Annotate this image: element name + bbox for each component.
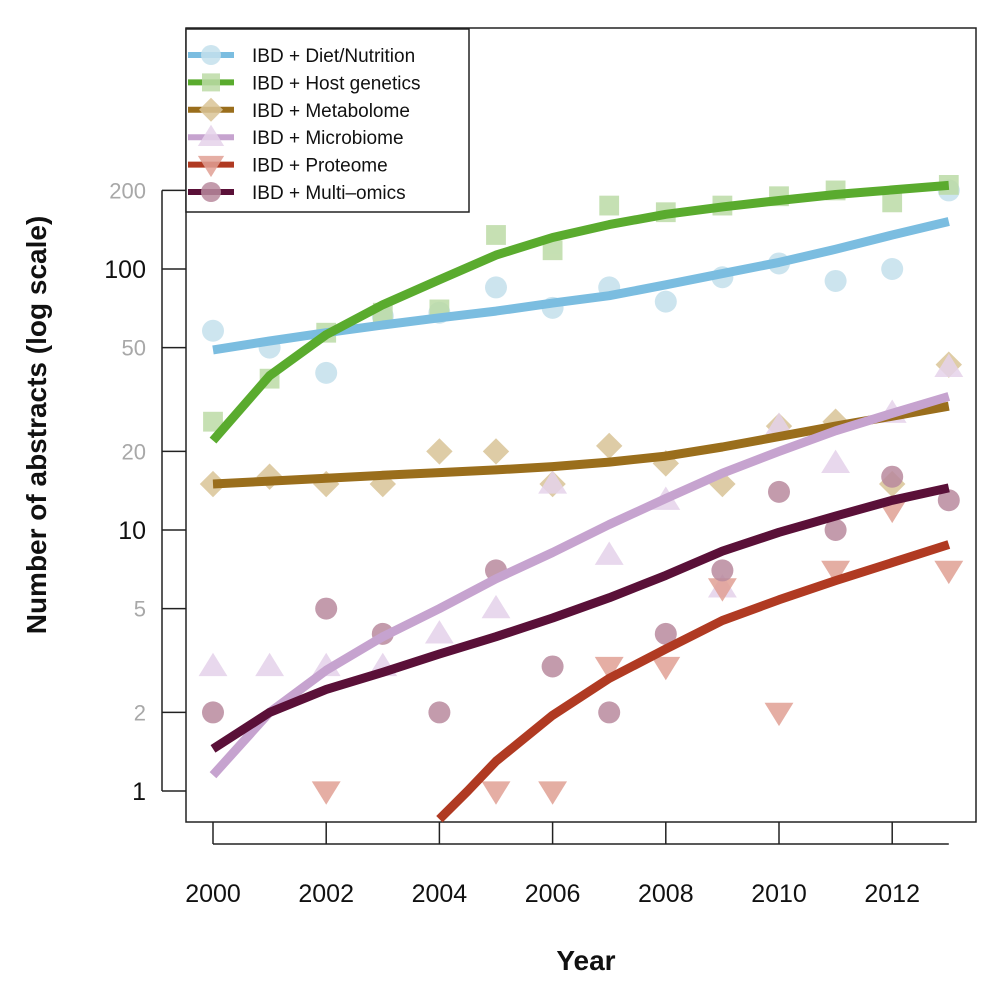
y-tick-label-2: 2 [134,700,146,725]
data-point-ibd-host-genetics-2012 [882,192,903,213]
legend-label-ibd-host-genetics: IBD + Host genetics [252,73,420,94]
data-point-ibd-multi-omics-2012 [881,465,904,488]
trend-lines [209,180,951,823]
y-tick-label-5: 5 [134,597,146,622]
data-point-ibd-multi-omics-2010 [768,480,790,503]
y-axis-title: Number of abstracts (log scale) [21,216,52,635]
legend-marker-ibd-microbiome [197,124,225,146]
y-tick-label-100: 100 [104,256,146,284]
legend-marker-ibd-host-genetics [202,73,220,92]
x-tick-label-2008: 2008 [638,880,694,908]
data-point-ibd-proteome-2013 [934,560,964,585]
x-axis: 2000 2002 2004 2006 2008 2010 2012 [185,822,949,908]
x-tick-label-2010: 2010 [751,880,807,908]
x-tick-label-2000: 2000 [185,880,241,908]
legend-label-ibd-multi-omics: IBD + Multi–omics [252,183,406,204]
legend-marker-ibd-multi-omics [201,182,221,202]
data-point-ibd-diet-nutrition-2002 [315,361,338,384]
legend-label-ibd-diet-nutrition: IBD + Diet/Nutrition [252,46,415,67]
data-point-ibd-microbiome-2004 [424,620,454,644]
data-point-ibd-proteome-2006 [538,781,568,805]
trend-line-ibd-metabolome [212,401,950,489]
data-point-ibd-microbiome-2007 [594,541,624,565]
data-point-ibd-microbiome-2013 [934,353,964,377]
data-point-ibd-metabolome-2000 [199,470,227,498]
data-point-ibd-diet-nutrition-2011 [824,269,847,292]
data-point-ibd-host-genetics-2006 [542,240,563,261]
data-point-ibd-metabolome-2009 [709,470,736,498]
x-tick-label-2006: 2006 [525,880,581,908]
data-point-ibd-multi-omics-2013 [937,489,960,512]
trend-line-ibd-microbiome [209,392,951,779]
x-tick-label-2004: 2004 [412,880,468,908]
x-tick-label-2012: 2012 [864,880,920,908]
legend-marker-ibd-metabolome [199,97,223,122]
data-point-ibd-proteome-2007 [594,656,624,681]
data-point-ibd-microbiome-2010 [764,412,794,436]
x-axis-title: Year [556,945,615,976]
data-point-ibd-multi-omics-2008 [654,622,677,645]
data-point-ibd-metabolome-2008 [652,450,679,477]
trend-line-ibd-proteome [436,540,951,823]
data-point-ibd-multi-omics-2006 [541,655,564,678]
data-point-ibd-microbiome-2000 [198,652,228,677]
data-point-ibd-host-genetics-2005 [486,225,506,245]
y-tick-label-20: 20 [122,439,146,464]
data-point-ibd-microbiome-2006 [538,470,568,494]
data-point-ibd-proteome-2011 [821,560,851,585]
data-point-ibd-host-genetics-2007 [599,195,620,216]
legend-marker-ibd-proteome [197,155,225,178]
data-point-ibd-diet-nutrition-2000 [202,319,224,342]
data-point-ibd-multi-omics-2002 [315,597,338,620]
y-tick-label-10: 10 [118,517,146,545]
legend: IBD + Diet/Nutrition IBD + Host genetics I… [185,28,470,213]
data-point-ibd-multi-omics-2004 [428,701,451,724]
data-point-ibd-metabolome-2004 [426,438,453,465]
legend-marker-ibd-diet-nutrition [201,45,221,65]
legend-box [185,28,470,213]
trend-line-ibd-multi-omics [210,483,950,753]
data-point-ibd-multi-omics-2007 [598,701,621,724]
data-point-ibd-proteome-2002 [311,781,341,805]
legend-label-ibd-microbiome: IBD + Microbiome [252,128,404,149]
data-point-ibd-host-genetics-2000 [203,411,223,432]
data-point-ibd-diet-nutrition-2005 [485,276,507,299]
trend-line-ibd-host-genetics [209,180,950,444]
data-point-ibd-microbiome-2005 [481,594,511,619]
x-tick-label-2002: 2002 [298,880,354,908]
legend-label-ibd-proteome: IBD + Proteome [252,156,388,177]
data-point-ibd-diet-nutrition-2008 [654,290,677,313]
data-point-ibd-diet-nutrition-2012 [881,258,904,280]
data-point-ibd-multi-omics-2000 [202,701,224,724]
y-tick-label-1: 1 [132,778,146,806]
data-point-ibd-multi-omics-2009 [711,559,734,582]
data-point-ibd-metabolome-2005 [482,438,510,465]
data-point-ibd-proteome-2009 [707,578,737,602]
data-point-ibd-microbiome-2001 [255,652,285,677]
data-point-ibd-metabolome-2007 [596,432,623,460]
legend-label-ibd-metabolome: IBD + Metabolome [252,101,410,122]
data-point-ibd-proteome-2010 [764,702,794,727]
data-point-ibd-proteome-2005 [481,781,511,805]
y-axis: 1 10 100 2 5 20 50 200 [104,178,186,806]
data-point-ibd-microbiome-2011 [821,449,851,473]
y-tick-label-50: 50 [122,336,146,361]
data-point-ibd-multi-omics-2011 [824,519,847,541]
data-point-ibd-proteome-2008 [651,656,681,681]
y-tick-label-200: 200 [109,178,146,203]
